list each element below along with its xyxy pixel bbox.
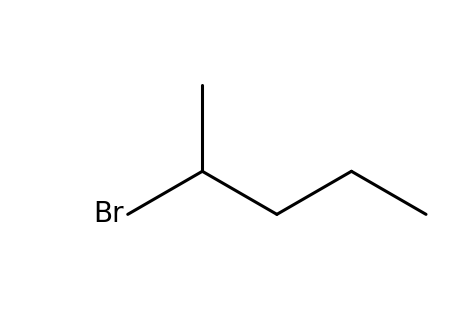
Text: Br: Br [92,200,123,228]
